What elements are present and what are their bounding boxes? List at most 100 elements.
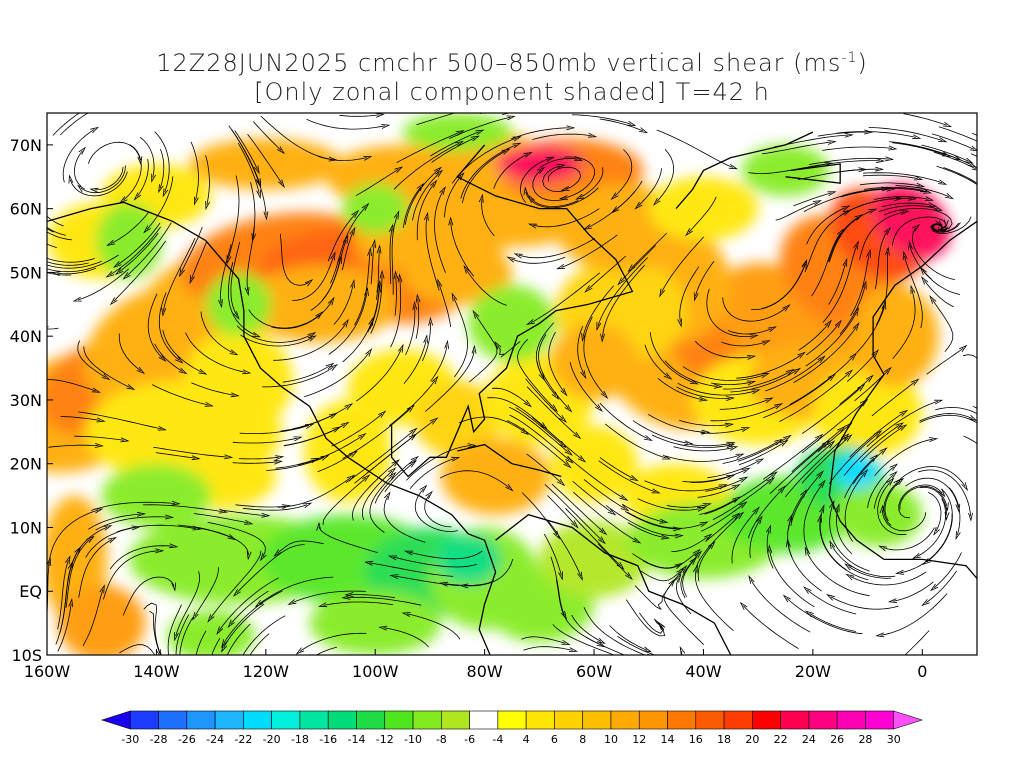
- streamline-arrow: [178, 367, 188, 375]
- streamline: [573, 491, 637, 542]
- colorbar-swatch: [129, 710, 159, 730]
- streamline-arrow: [887, 598, 898, 604]
- streamline: [521, 492, 558, 536]
- streamline: [775, 201, 817, 221]
- streamline: [935, 406, 977, 415]
- streamline-arrow: [444, 339, 450, 349]
- streamline-arrow: [861, 280, 867, 290]
- streamline: [109, 545, 173, 570]
- streamline-arrow: [929, 295, 937, 304]
- streamline-arrow: [829, 540, 836, 550]
- streamline-arrow: [273, 459, 283, 465]
- streamline: [801, 387, 862, 434]
- streamline: [661, 236, 704, 293]
- streamline: [119, 644, 156, 655]
- streamline: [409, 550, 483, 560]
- streamline: [571, 614, 602, 642]
- streamline: [74, 150, 83, 187]
- streamline-arrow: [879, 447, 888, 455]
- streamline: [405, 306, 416, 356]
- streamline: [220, 244, 232, 303]
- streamline: [863, 172, 943, 184]
- streamline: [273, 323, 347, 361]
- streamline-arrow: [911, 552, 921, 559]
- streamline-arrow: [624, 572, 633, 581]
- coastline: [47, 201, 497, 655]
- streamline-arrow: [471, 344, 477, 354]
- shading-region: [872, 184, 951, 259]
- streamline-arrow: [677, 318, 682, 328]
- streamline: [394, 275, 397, 316]
- streamline: [158, 292, 180, 361]
- streamline-arrow: [221, 639, 228, 649]
- streamline: [262, 366, 334, 388]
- streamline: [207, 522, 266, 557]
- streamline: [487, 397, 544, 427]
- coastlines: [47, 131, 977, 655]
- streamline-arrow: [191, 455, 201, 461]
- streamline-arrow: [429, 179, 438, 189]
- streamline: [604, 423, 667, 459]
- streamline: [632, 420, 689, 444]
- colorbar-swatch: [695, 710, 725, 730]
- streamline-arrow: [475, 129, 485, 136]
- streamline: [60, 416, 101, 421]
- streamline: [328, 292, 368, 355]
- colorbar-swatch: [582, 710, 612, 730]
- streamline-arrow: [397, 273, 403, 283]
- colorbar-label: 18: [717, 733, 731, 746]
- streamline-arrow: [341, 594, 351, 600]
- streamline-arrow: [387, 555, 398, 561]
- streamline-arrow: [349, 226, 356, 236]
- streamline-arrow: [391, 459, 400, 467]
- lat-label: 10S: [11, 646, 42, 665]
- shading-region: [495, 144, 584, 184]
- streamline: [806, 589, 857, 615]
- streamline: [804, 211, 847, 273]
- streamline: [640, 570, 681, 582]
- streamline-arrow: [895, 477, 905, 486]
- streamline: [677, 382, 756, 396]
- streamline: [895, 185, 950, 198]
- streamline: [402, 186, 422, 228]
- streamline-arrow: [797, 351, 806, 359]
- streamline-arrow: [364, 286, 369, 297]
- streamline-arrow: [126, 384, 136, 391]
- streamline: [56, 267, 97, 275]
- streamline-arrow: [425, 490, 433, 499]
- streamline: [493, 153, 528, 190]
- streamline-arrow: [774, 403, 784, 410]
- colorbar-swatch: [638, 710, 668, 730]
- streamline: [904, 255, 923, 329]
- streamline-arrow: [21, 224, 27, 231]
- streamline-arrow: [826, 594, 835, 601]
- shading-region: [243, 266, 398, 343]
- streamline: [583, 607, 646, 655]
- streamline: [369, 562, 454, 577]
- streamline: [765, 358, 822, 392]
- streamline-arrow: [674, 533, 684, 539]
- colorbar-swatch: [610, 710, 640, 730]
- streamline: [916, 498, 947, 557]
- streamline: [711, 381, 751, 385]
- streamline-arrow: [539, 422, 548, 430]
- streamline-arrow: [919, 266, 927, 275]
- streamline: [722, 297, 787, 322]
- streamline: [705, 515, 737, 542]
- streamline: [415, 298, 420, 339]
- streamline-arrow: [361, 202, 370, 211]
- streamline: [900, 466, 966, 487]
- streamline: [805, 311, 858, 367]
- streamline: [883, 208, 953, 231]
- streamline: [227, 175, 240, 260]
- latitude-labels: 70N 60N 50N 40N 30N 20N 10N EQ 10S: [10, 136, 53, 665]
- streamline: [547, 519, 582, 576]
- streamline-arrow: [207, 614, 215, 623]
- streamline-arrow: [577, 571, 583, 581]
- streamline: [731, 510, 757, 564]
- streamline: [333, 284, 354, 325]
- streamline: [391, 215, 398, 295]
- streamline: [675, 578, 692, 615]
- streamline: [103, 550, 159, 600]
- streamline-arrow: [725, 396, 736, 401]
